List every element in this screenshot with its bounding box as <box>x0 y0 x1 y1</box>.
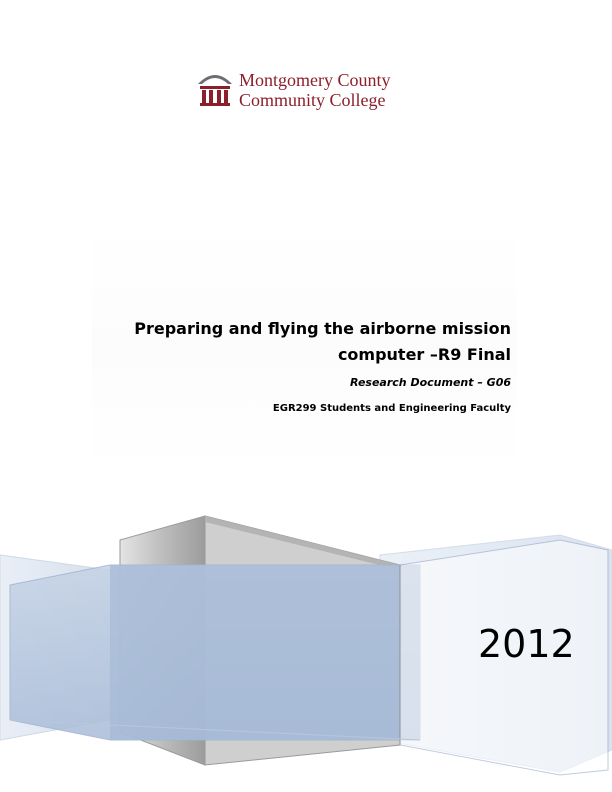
decorative-3d-banner <box>0 515 612 776</box>
title-block: Preparing and flying the airborne missio… <box>91 316 511 414</box>
college-name: Montgomery County Community College <box>239 70 391 110</box>
document-authors: EGR299 Students and Engineering Faculty <box>272 403 511 414</box>
college-name-line1: Montgomery County <box>239 70 391 90</box>
college-logo: Montgomery County Community College <box>196 68 416 112</box>
document-title: Preparing and flying the airborne missio… <box>91 316 511 368</box>
document-title-line1: Preparing and flying the airborne missio… <box>134 319 511 338</box>
document-subtitle: Research Document – G06 <box>350 376 511 389</box>
document-year: 2012 <box>478 622 575 666</box>
document-title-line2: computer –R9 Final <box>337 345 511 364</box>
college-name-line2: Community College <box>239 90 386 110</box>
title-panel <box>92 225 517 470</box>
college-building-icon <box>198 75 232 106</box>
